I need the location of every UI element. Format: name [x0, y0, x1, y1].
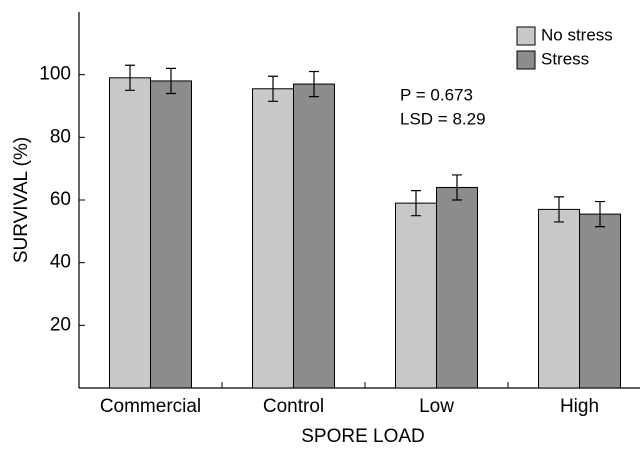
error-bar: [595, 200, 605, 228]
legend-swatch: [516, 26, 536, 46]
x-tick-label: Low: [419, 396, 454, 417]
bar: [150, 80, 192, 389]
bar: [436, 186, 478, 389]
legend-label: Stress: [541, 49, 589, 68]
bar: [293, 83, 335, 389]
y-axis-title: SURVIVAL (%): [11, 137, 32, 263]
bar: [579, 213, 621, 389]
bar: [395, 202, 437, 389]
y-tick-label: 20: [50, 314, 71, 335]
error-bar: [166, 67, 176, 95]
error-bar: [309, 70, 319, 98]
error-bar: [411, 190, 421, 217]
bar: [538, 208, 580, 389]
y-tick-label: 100: [39, 64, 71, 85]
x-tick-label: Control: [263, 396, 324, 417]
annotation: P = 0.673: [400, 85, 473, 104]
legend-swatch: [516, 50, 536, 70]
y-tick-label: 60: [50, 189, 71, 210]
x-axis-title: SPORE LOAD: [301, 426, 425, 447]
error-bar: [554, 196, 564, 223]
x-tick-label: High: [560, 396, 599, 417]
error-bar: [268, 75, 278, 102]
y-tick-label: 40: [50, 252, 71, 273]
error-bar: [125, 64, 135, 91]
bar: [109, 77, 151, 389]
annotation: LSD = 8.29: [400, 109, 486, 128]
error-bar: [452, 174, 462, 201]
legend-label: No stress: [541, 25, 613, 44]
y-tick-label: 80: [50, 126, 71, 147]
bar: [252, 88, 294, 389]
x-tick-label: Commercial: [100, 396, 201, 417]
